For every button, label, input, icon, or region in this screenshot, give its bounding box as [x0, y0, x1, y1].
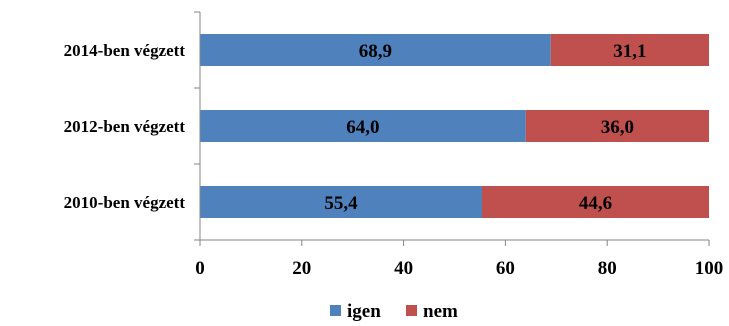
x-tick-label-1: 20 [292, 258, 311, 279]
axes-layer: 0 20 40 60 80 100 [194, 11, 724, 279]
labels-layer: 68,9 31,1 2014-ben végzett 64,0 36,0 2012-ben… [64, 41, 647, 214]
bar-nem-0 [550, 34, 709, 66]
bar-igen-0 [200, 34, 551, 66]
data-label-igen-1: 64,0 [346, 117, 379, 138]
bar-nem-1 [525, 110, 709, 142]
legend-label-nem: nem [423, 301, 458, 322]
legend-swatch-nem [406, 305, 417, 316]
data-label-nem-0: 31,1 [613, 41, 646, 62]
bar-igen-2 [200, 186, 482, 218]
bars-layer [200, 34, 709, 218]
data-label-nem-1: 36,0 [601, 117, 634, 138]
legend: igen nem [330, 301, 458, 322]
category-label-0: 2014-ben végzett [64, 41, 186, 60]
bar-igen-1 [200, 110, 526, 142]
bar-nem-2 [481, 186, 709, 218]
legend-swatch-igen [330, 305, 341, 316]
data-label-nem-2: 44,6 [579, 193, 612, 214]
data-label-igen-0: 68,9 [359, 41, 392, 62]
x-tick-label-3: 60 [496, 258, 515, 279]
x-tick-label-5: 100 [695, 258, 724, 279]
legend-label-igen: igen [347, 301, 381, 322]
x-tick-label-4: 80 [598, 258, 617, 279]
x-tick-label-2: 40 [394, 258, 413, 279]
category-label-2: 2010-ben végzett [64, 193, 186, 212]
data-label-igen-2: 55,4 [324, 193, 358, 214]
x-tick-label-0: 0 [195, 258, 205, 279]
category-label-1: 2012-ben végzett [64, 117, 186, 136]
